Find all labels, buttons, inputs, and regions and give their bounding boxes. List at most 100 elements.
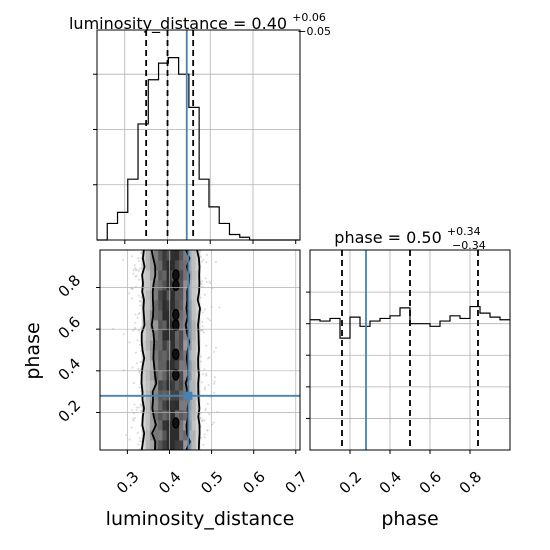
joint-density-cell	[145, 270, 151, 281]
joint-density-inner-contour	[172, 369, 180, 381]
joint-density-x-ticks: 0.3 0.4 0.5 0.6 0.7	[113, 450, 311, 497]
joint-density-sample-point	[131, 366, 134, 369]
joint-density-sample-point	[202, 443, 205, 446]
joint-density-cell	[195, 260, 201, 271]
joint-density-sample-point	[203, 386, 206, 389]
joint-density-cell	[179, 250, 184, 261]
joint-density-cell	[162, 430, 167, 441]
joint-density-sample-point	[139, 349, 142, 353]
joint-density-cell	[149, 380, 155, 391]
joint-density-sample-point	[137, 312, 141, 315]
joint-density-sample-point	[203, 419, 206, 422]
joint-density-sample-point	[139, 403, 142, 406]
ld-histogram-step	[97, 57, 300, 241]
joint-density-cell	[162, 350, 167, 361]
joint-density-cell	[149, 360, 155, 371]
joint-density-cell	[179, 330, 184, 341]
joint-density-sample-point	[122, 333, 126, 336]
joint-density-sample-point	[213, 376, 216, 379]
joint-density-sample-point	[214, 260, 217, 264]
joint-density-cell	[162, 400, 167, 411]
joint-density-cell	[187, 350, 192, 361]
joint-density-cell	[191, 260, 197, 271]
joint-density-cell	[170, 360, 176, 371]
joint-density-sample-point	[137, 329, 140, 332]
joint-density-sample-point	[209, 282, 212, 285]
joint-density-sample-point	[134, 351, 137, 354]
joint-density-cell	[166, 330, 172, 341]
joint-density-cell	[179, 360, 184, 371]
joint-density-cell	[154, 400, 159, 411]
phase-title-name: phase = 0.50	[334, 228, 441, 247]
luminosity-distance-title: luminosity_distance = 0.40 +0.06 −0.05	[69, 6, 331, 38]
joint-density-contour-line	[196, 250, 201, 450]
joint-density-cell	[166, 290, 172, 301]
joint-density-sample-point	[135, 406, 138, 409]
joint-density-cell	[149, 260, 155, 271]
joint-density-cell	[179, 440, 184, 450]
joint-density-cell	[158, 430, 163, 441]
joint-density-cell	[145, 340, 151, 351]
joint-density-sample-point	[128, 292, 131, 295]
joint-density-sample-point	[206, 429, 209, 432]
joint-density-sample-point	[137, 259, 140, 262]
phase-marginal-panel: 0.2 0.4 0.6 0.8 phase = 0.50 +0.34 −0.34 ph…	[306, 225, 511, 530]
joint-density-cell	[191, 350, 197, 361]
joint-density-cell	[174, 250, 180, 261]
joint-density-cell	[158, 310, 163, 321]
joint-density-sample-point	[206, 402, 209, 405]
joint-density-cell	[141, 420, 147, 431]
joint-density-cell	[183, 420, 188, 431]
joint-density-x-tick-label: 0.5	[197, 468, 227, 498]
joint-density-sample-point	[125, 433, 128, 437]
joint-density-cell	[166, 280, 172, 291]
joint-density-cell	[179, 400, 184, 411]
joint-density-cell	[183, 340, 188, 351]
luminosity-distance-marginal-frame	[96, 29, 301, 241]
joint-density-cell	[158, 250, 163, 261]
joint-density-cell	[191, 270, 197, 281]
joint-density-cell	[154, 310, 159, 321]
joint-density-cell	[158, 440, 163, 450]
joint-density-sample-point	[134, 268, 137, 271]
joint-density-cell	[141, 440, 147, 450]
joint-density-x-tick-label: 0.6	[239, 468, 269, 498]
joint-density-cell	[158, 370, 163, 381]
joint-density-sample-point	[138, 386, 141, 389]
joint-density-cell	[145, 440, 151, 450]
joint-density-frame	[99, 249, 301, 451]
joint-density-cell	[166, 370, 172, 381]
joint-density-cell	[191, 370, 197, 381]
joint-density-cell	[174, 400, 180, 411]
joint-density-sample-point	[203, 433, 206, 436]
joint-density-cell	[145, 360, 151, 371]
joint-density-cell	[145, 370, 151, 381]
joint-density-cell	[195, 310, 201, 321]
luminosity-distance-quantile-lines	[145, 30, 195, 240]
joint-density-cell	[158, 400, 163, 411]
joint-density-cell	[179, 320, 184, 331]
joint-density-cell	[166, 320, 172, 331]
joint-density-cell	[158, 330, 163, 341]
joint-density-cell	[158, 380, 163, 391]
joint-density-cell	[187, 410, 192, 421]
joint-density-sample-point	[200, 283, 203, 286]
joint-density-cell	[191, 290, 197, 301]
joint-density-cell	[154, 250, 159, 261]
joint-density-cell	[187, 420, 192, 431]
joint-density-sample-point	[207, 317, 210, 320]
joint-density-cell	[162, 410, 167, 421]
joint-density-x-tick-label: 0.7	[281, 468, 311, 498]
joint-density-sample-point	[199, 425, 203, 428]
joint-density-sample-point	[204, 407, 207, 410]
joint-density-sample-point	[138, 343, 141, 346]
joint-density-cell	[179, 350, 184, 361]
joint-density-cell	[162, 260, 167, 271]
joint-density-cell	[145, 260, 151, 271]
joint-density-cell	[170, 380, 176, 391]
joint-density-cell	[154, 290, 159, 301]
joint-density-cell	[141, 380, 147, 391]
ph-x-tick-label: 0.2	[336, 468, 366, 498]
joint-density-cell	[141, 330, 147, 341]
